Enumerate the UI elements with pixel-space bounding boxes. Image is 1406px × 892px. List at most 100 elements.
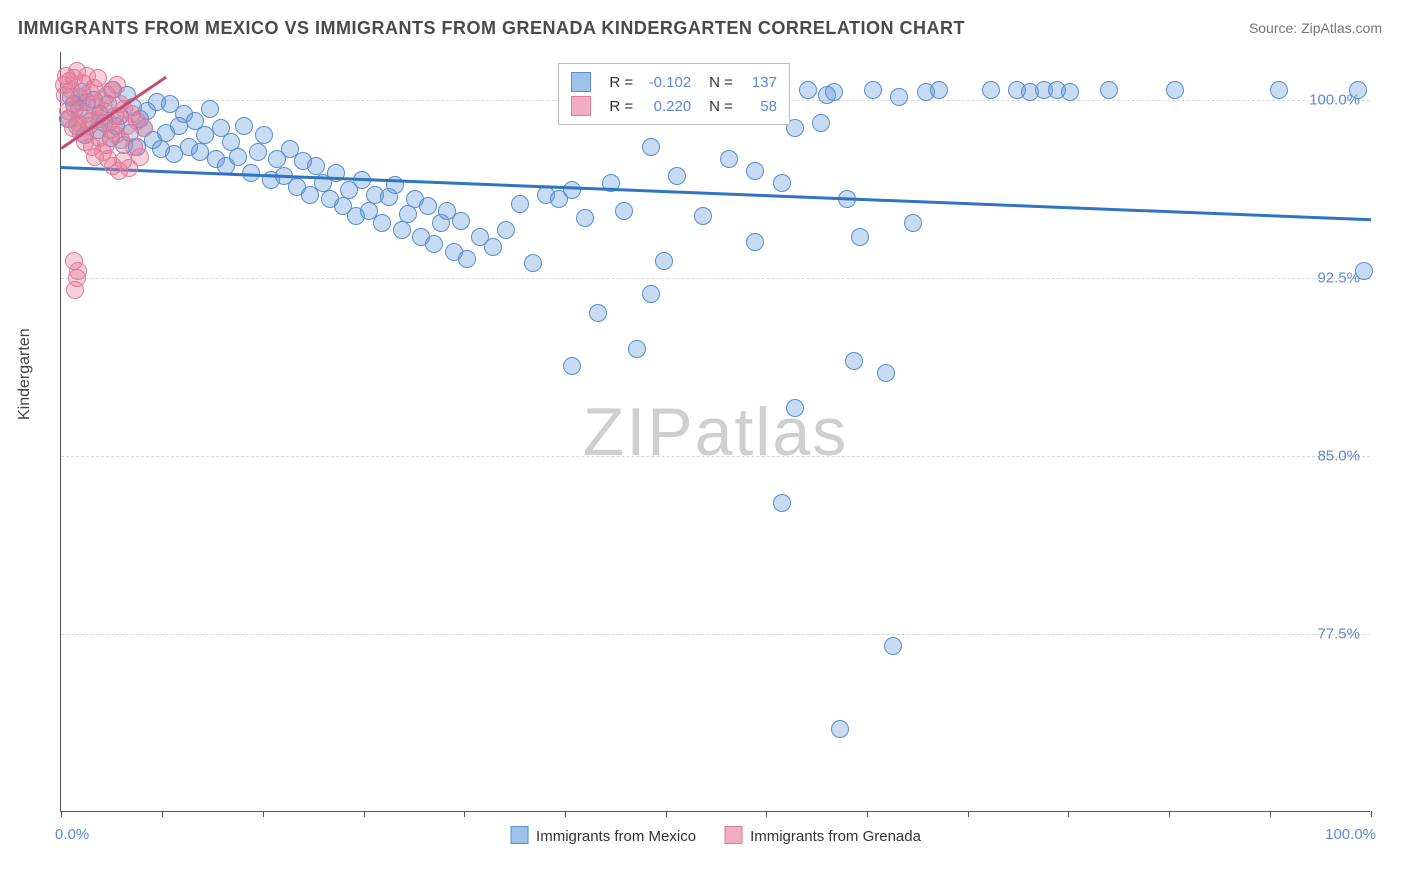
scatter-point (131, 148, 149, 166)
scatter-point (982, 81, 1000, 99)
bottom-legend: Immigrants from Mexico Immigrants from Gr… (510, 826, 921, 845)
scatter-point (484, 238, 502, 256)
r-value: 0.220 (643, 98, 691, 115)
scatter-point (497, 221, 515, 239)
scatter-point (720, 150, 738, 168)
gridline-h (61, 456, 1370, 457)
scatter-point (628, 340, 646, 358)
scatter-point (108, 76, 126, 94)
scatter-point (511, 195, 529, 213)
x-right-label: 100.0% (1325, 826, 1376, 843)
scatter-point (786, 399, 804, 417)
scatter-point (746, 162, 764, 180)
scatter-point (255, 126, 273, 144)
x-tick-mark (766, 811, 767, 817)
gridline-h (61, 634, 1370, 635)
scatter-point (930, 81, 948, 99)
scatter-point (642, 138, 660, 156)
x-tick-mark (867, 811, 868, 817)
legend-item: Immigrants from Mexico (510, 826, 696, 845)
x-tick-mark (162, 811, 163, 817)
n-label: N = (709, 98, 733, 115)
scatter-point (851, 228, 869, 246)
legend-swatch (724, 826, 742, 844)
scatter-point (864, 81, 882, 99)
x-tick-mark (1371, 811, 1372, 817)
scatter-point (831, 720, 849, 738)
scatter-point (845, 352, 863, 370)
scatter-point (419, 197, 437, 215)
correlation-legend-row: R = -0.102 N = 137 (571, 70, 777, 94)
r-label: R = (609, 98, 633, 115)
legend-swatch (510, 826, 528, 844)
correlation-legend: R = -0.102 N = 137 R = 0.220 N = 58 (558, 63, 790, 125)
scatter-point (373, 214, 391, 232)
scatter-point (135, 119, 153, 137)
gridline-h (61, 278, 1370, 279)
x-tick-mark (565, 811, 566, 817)
scatter-point (904, 214, 922, 232)
scatter-point (1270, 81, 1288, 99)
watermark-bold: ZIP (583, 394, 695, 470)
n-label: N = (709, 74, 733, 91)
y-tick-label: 92.5% (1317, 269, 1360, 286)
legend-label: Immigrants from Mexico (536, 828, 696, 845)
scatter-point (66, 281, 84, 299)
scatter-point (563, 357, 581, 375)
source-name: ZipAtlas.com (1301, 20, 1382, 36)
y-tick-label: 85.0% (1317, 447, 1360, 464)
scatter-point (235, 117, 253, 135)
scatter-point (576, 209, 594, 227)
scatter-point (773, 174, 791, 192)
x-tick-mark (61, 811, 62, 817)
watermark: ZIPatlas (583, 393, 848, 471)
x-tick-mark (364, 811, 365, 817)
scatter-point (668, 167, 686, 185)
scatter-point (1061, 83, 1079, 101)
n-value: 137 (743, 74, 777, 91)
watermark-light: atlas (695, 394, 849, 470)
x-tick-mark (1068, 811, 1069, 817)
scatter-point (1166, 81, 1184, 99)
scatter-point (1100, 81, 1118, 99)
scatter-point (1355, 262, 1373, 280)
scatter-point (201, 100, 219, 118)
x-tick-mark (1169, 811, 1170, 817)
scatter-point (393, 221, 411, 239)
x-left-label: 0.0% (55, 826, 89, 843)
scatter-point (229, 148, 247, 166)
legend-swatch (571, 96, 591, 116)
correlation-legend-row: R = 0.220 N = 58 (571, 94, 777, 118)
scatter-point (589, 304, 607, 322)
x-tick-mark (464, 811, 465, 817)
scatter-point (615, 202, 633, 220)
scatter-point (425, 235, 443, 253)
scatter-point (524, 254, 542, 272)
scatter-point (890, 88, 908, 106)
scatter-point (694, 207, 712, 225)
n-value: 58 (743, 98, 777, 115)
source-label: Source: (1249, 20, 1297, 36)
scatter-point (458, 250, 476, 268)
x-tick-mark (1270, 811, 1271, 817)
r-label: R = (609, 74, 633, 91)
legend-swatch (571, 72, 591, 92)
scatter-point (563, 181, 581, 199)
scatter-point (825, 83, 843, 101)
legend-label: Immigrants from Grenada (750, 828, 921, 845)
legend-item: Immigrants from Grenada (724, 826, 921, 845)
r-value: -0.102 (643, 74, 691, 91)
y-axis-label: Kindergarten (16, 328, 34, 420)
scatter-point (773, 494, 791, 512)
trend-line (61, 166, 1371, 221)
x-tick-mark (263, 811, 264, 817)
scatter-point (799, 81, 817, 99)
chart-title: IMMIGRANTS FROM MEXICO VS IMMIGRANTS FRO… (18, 18, 965, 39)
scatter-point (69, 262, 87, 280)
scatter-point (452, 212, 470, 230)
scatter-point (746, 233, 764, 251)
scatter-point (884, 637, 902, 655)
scatter-point (249, 143, 267, 161)
source-attribution: Source: ZipAtlas.com (1249, 20, 1382, 36)
x-tick-mark (666, 811, 667, 817)
